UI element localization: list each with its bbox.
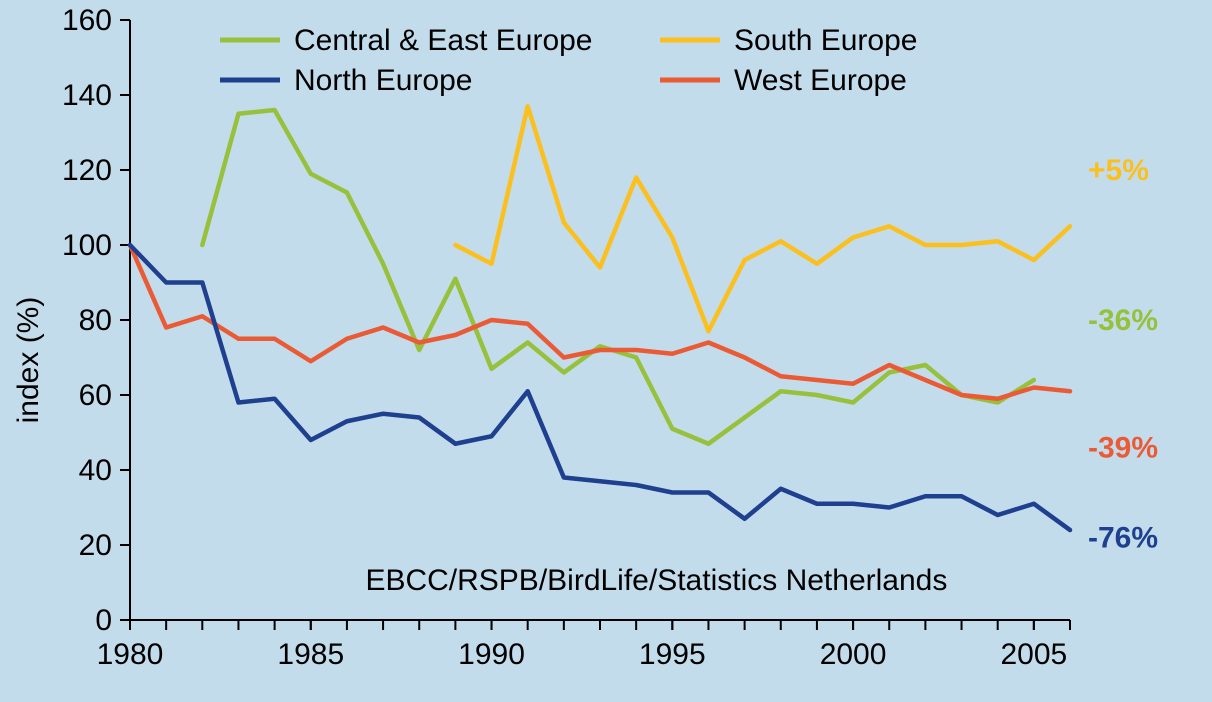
x-tick-label: 2005 — [1000, 638, 1067, 671]
end-label-central_east: -36% — [1088, 304, 1158, 337]
y-tick-label: 40 — [79, 454, 112, 487]
y-tick-label: 60 — [79, 379, 112, 412]
y-tick-label: 160 — [62, 4, 112, 37]
y-axis-label: index (%) — [12, 297, 45, 424]
end-label-west: -39% — [1088, 432, 1158, 465]
x-tick-label: 1980 — [97, 638, 164, 671]
attribution-text: EBCC/RSPB/BirdLife/Statistics Netherland… — [365, 564, 947, 597]
end-label-south: +5% — [1088, 154, 1149, 187]
legend-label-west: West Europe — [734, 64, 907, 97]
y-tick-label: 80 — [79, 304, 112, 337]
x-tick-label: 2000 — [820, 638, 887, 671]
x-tick-label: 1995 — [639, 638, 706, 671]
x-tick-label: 1985 — [277, 638, 344, 671]
y-tick-label: 0 — [95, 604, 112, 637]
y-tick-label: 120 — [62, 154, 112, 187]
legend-label-central_east: Central & East Europe — [294, 24, 593, 57]
x-tick-label: 1990 — [458, 638, 525, 671]
end-label-north: -76% — [1088, 522, 1158, 555]
legend-label-south: South Europe — [734, 24, 917, 57]
line-chart: 1980 1985 1990 1995 2000 2005 0 20 40 60 80 100 120… — [0, 0, 1212, 702]
y-tick-label: 100 — [62, 229, 112, 262]
y-tick-label: 20 — [79, 529, 112, 562]
y-tick-label: 140 — [62, 79, 112, 112]
legend-label-north: North Europe — [294, 64, 472, 97]
